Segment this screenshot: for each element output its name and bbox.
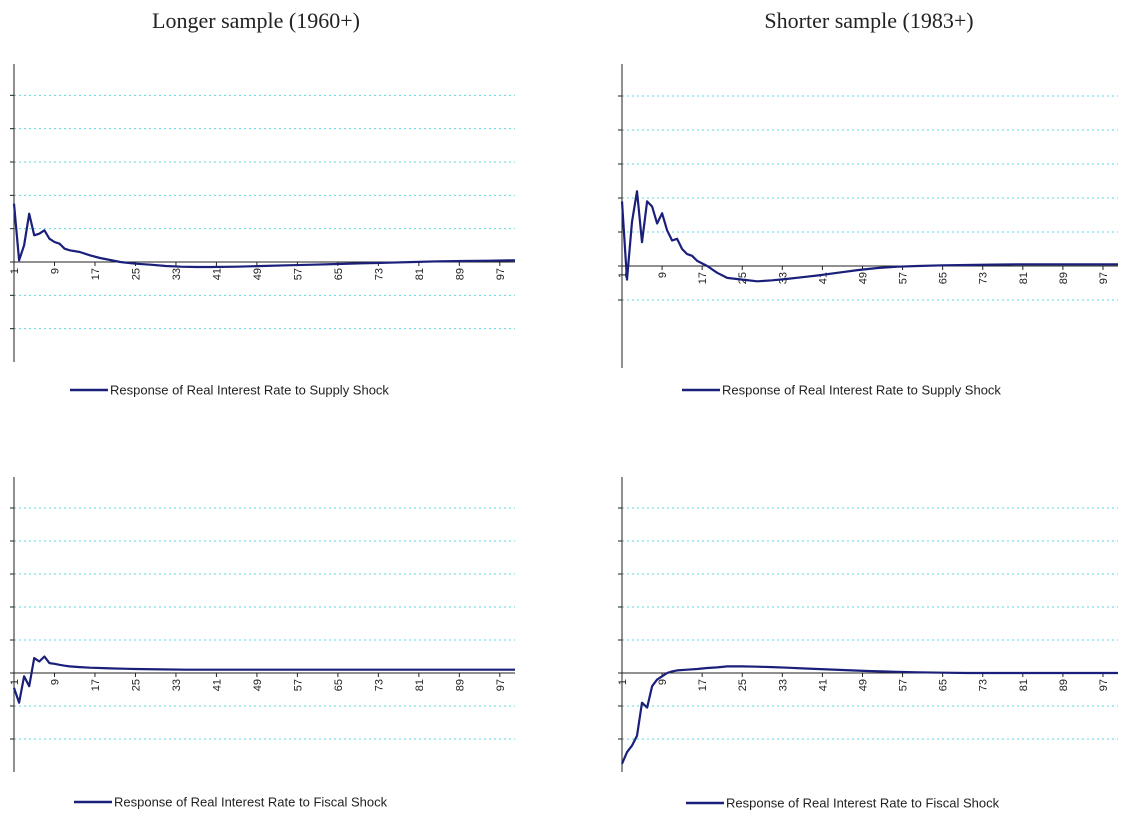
x-tick-label: 57 [292,268,304,280]
x-tick-label: 73 [978,272,990,284]
chart-panel-3: 1 9 17 25 33 41 49 57 65 73 81 89 97 Response of Real… [9,477,515,810]
x-tick-label: 49 [857,272,869,284]
x-tick-label: 17 [697,679,709,691]
x-tick-label: 25 [737,679,749,691]
x-tick-label: 33 [171,679,183,691]
title-shorter-sample: Shorter sample (1983+) [764,8,974,33]
x-tick-label: 65 [333,268,345,280]
title-longer-sample: Longer sample (1960+) [152,8,360,33]
x-tick-label: 41 [817,679,829,691]
x-tick-label: 81 [414,268,426,280]
legend-label: Response of Real Interest Rate to Supply… [722,383,1001,398]
series-line [620,190,1118,283]
legend-label: Response of Real Interest Rate to Fiscal… [726,796,1000,811]
x-tick-label: 49 [252,268,264,280]
x-tick-label: 49 [857,679,869,691]
x-tick-label: 1 [9,268,21,274]
x-tick-label: 73 [373,268,385,280]
x-tick-label: 41 [211,679,223,691]
x-tick-label: 1 [617,272,629,278]
x-tick-label: 89 [454,268,466,280]
series-line [12,655,515,704]
x-tick-label: 57 [292,679,304,691]
x-tick-label: 41 [211,268,223,280]
chart-panel-4: 1 9 17 25 33 41 49 57 65 73 81 89 97 Response of Real… [617,477,1118,811]
x-tick-label: 25 [737,272,749,284]
x-tick-label: 9 [49,268,61,274]
series-line [12,203,516,269]
x-tick-label: 89 [1058,679,1070,691]
x-tick-label: 65 [333,679,345,691]
x-tick-label: 17 [90,679,102,691]
x-tick-label: 1 [9,679,21,685]
x-tick-label: 17 [90,268,102,280]
x-tick-label: 1 [617,679,629,685]
x-tick-label: 97 [1098,679,1110,691]
x-tick-label: 89 [454,679,466,691]
x-tick-label: 65 [938,679,950,691]
x-tick-label: 81 [1018,272,1030,284]
x-tick-label: 49 [252,679,264,691]
x-tick-label: 25 [130,679,142,691]
x-tick-label: 9 [657,679,669,685]
x-tick-label: 57 [898,679,910,691]
legend-label: Response of Real Interest Rate to Supply… [110,383,389,398]
x-tick-label: 9 [657,272,669,278]
x-tick-label: 89 [1058,272,1070,284]
x-tick-label: 33 [777,272,789,284]
x-tick-label: 97 [495,679,507,691]
x-tick-label: 33 [171,268,183,280]
x-tick-label: 81 [414,679,426,691]
series-line [620,665,1118,765]
x-tick-label: 97 [495,268,507,280]
x-tick-label: 73 [978,679,990,691]
x-tick-label: 17 [697,272,709,284]
x-tick-label: 73 [373,679,385,691]
x-tick-label: 9 [49,679,61,685]
x-tick-label: 33 [777,679,789,691]
x-tick-label: 81 [1018,679,1030,691]
x-tick-label: 57 [898,272,910,284]
x-tick-label: 97 [1098,272,1110,284]
x-tick-label: 25 [130,268,142,280]
x-tick-label: 65 [938,272,950,284]
chart-panel-1: 1 9 17 25 33 41 49 57 65 73 81 89 97 Response of Real… [9,64,516,398]
legend-label: Response of Real Interest Rate to Fiscal… [114,795,388,810]
